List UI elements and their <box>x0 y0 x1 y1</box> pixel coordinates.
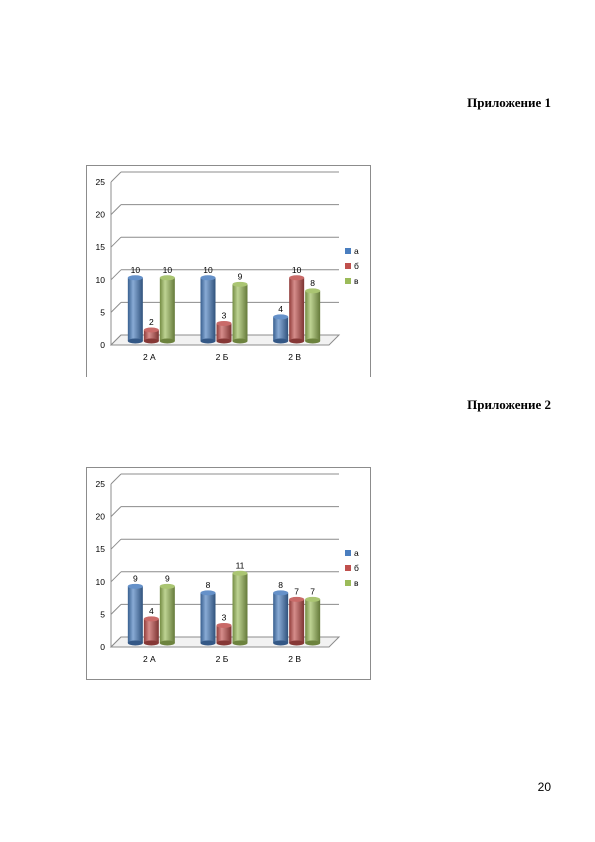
bar-б-2А <box>143 616 159 646</box>
bar-а-2А <box>127 583 143 646</box>
bar-б-2В <box>289 596 305 646</box>
y-tick-label: 5 <box>100 307 105 317</box>
data-label: 3 <box>222 310 227 320</box>
data-label: 9 <box>133 573 138 583</box>
category-label: 2 А <box>143 654 156 664</box>
category-label: 2 В <box>288 352 301 362</box>
gridline-depth <box>110 171 122 183</box>
legend-swatch <box>345 263 351 269</box>
bar-а-2А <box>127 275 143 344</box>
data-label: 11 <box>236 560 245 570</box>
bar-в-2В <box>305 596 321 646</box>
data-label: 10 <box>131 265 141 275</box>
y-tick-label: 10 <box>96 577 106 587</box>
bar-в-2Б <box>232 281 248 344</box>
y-tick-label: 10 <box>96 275 106 285</box>
data-label: 8 <box>310 278 315 288</box>
appendix-1-heading: Приложение 1 <box>467 95 551 110</box>
legend-label: в <box>354 578 359 588</box>
data-label: 8 <box>278 580 283 590</box>
data-label: 4 <box>278 304 283 314</box>
data-label: 7 <box>294 586 299 596</box>
category-label: 2 В <box>288 654 301 664</box>
y-tick-label: 0 <box>100 340 105 350</box>
data-label: 9 <box>165 573 170 583</box>
data-label: 4 <box>149 606 154 616</box>
bar-б-2В <box>289 275 305 344</box>
bar-в-2А <box>159 583 175 646</box>
legend-swatch <box>345 278 351 284</box>
legend-label: б <box>354 563 359 573</box>
legend-label: в <box>354 276 359 286</box>
gridline-depth <box>110 604 122 615</box>
appendix-2-heading: Приложение 2 <box>467 397 551 412</box>
bar-а-2Б <box>200 590 216 646</box>
bar-б-2Б <box>216 320 232 344</box>
y-tick-label: 25 <box>96 479 106 489</box>
data-label: 9 <box>238 271 243 281</box>
bar-в-2В <box>305 288 321 344</box>
legend-swatch <box>345 565 351 571</box>
category-label: 2 Б <box>216 654 229 664</box>
bar-а-2Б <box>200 275 216 344</box>
y-tick-label: 20 <box>96 512 106 522</box>
category-label: 2 Б <box>216 352 229 362</box>
gridline-depth <box>110 538 122 550</box>
legend-label: б <box>354 261 359 271</box>
data-label: 10 <box>163 265 173 275</box>
gridline-depth <box>110 269 122 281</box>
bar-а-2В <box>273 590 289 646</box>
legend-label: а <box>354 548 359 558</box>
gridline-depth <box>110 506 122 517</box>
gridline-depth <box>110 473 122 485</box>
data-label: 8 <box>206 580 211 590</box>
y-tick-label: 0 <box>100 642 105 652</box>
gridline-depth <box>110 204 122 215</box>
category-label: 2 А <box>143 352 156 362</box>
bar-в-2А <box>159 275 175 344</box>
gridline-depth <box>110 571 122 583</box>
y-tick-label: 15 <box>96 242 106 252</box>
data-label: 10 <box>292 265 302 275</box>
data-label: 2 <box>149 317 154 327</box>
data-label: 3 <box>222 612 227 622</box>
y-tick-label: 15 <box>96 544 106 554</box>
appendix-1-chart-svg: 0 5 10 15 20 25 10 2 10 2 А 10 3 9 2 Б 4 10 8 2 В абв <box>96 171 359 362</box>
bar-б-2Б <box>216 622 232 646</box>
bar-б-2А <box>143 327 159 344</box>
y-tick-label: 5 <box>100 609 105 619</box>
data-label: 7 <box>310 586 315 596</box>
bar-в-2Б <box>232 570 248 646</box>
y-tick-label: 20 <box>96 210 106 220</box>
gridline-depth <box>110 302 122 313</box>
legend-swatch <box>345 550 351 556</box>
gridline-depth <box>110 236 122 248</box>
legend-swatch <box>345 248 351 254</box>
bar-а-2В <box>273 314 289 344</box>
data-label: 10 <box>203 265 213 275</box>
appendix-2-chart-svg: 0 5 10 15 20 25 9 4 9 2 А 8 3 11 2 Б 8 7 7 2 В абв <box>96 473 359 664</box>
legend-swatch <box>345 580 351 586</box>
page-number: 20 <box>537 780 551 794</box>
y-tick-label: 25 <box>96 177 106 187</box>
legend-label: а <box>354 246 359 256</box>
